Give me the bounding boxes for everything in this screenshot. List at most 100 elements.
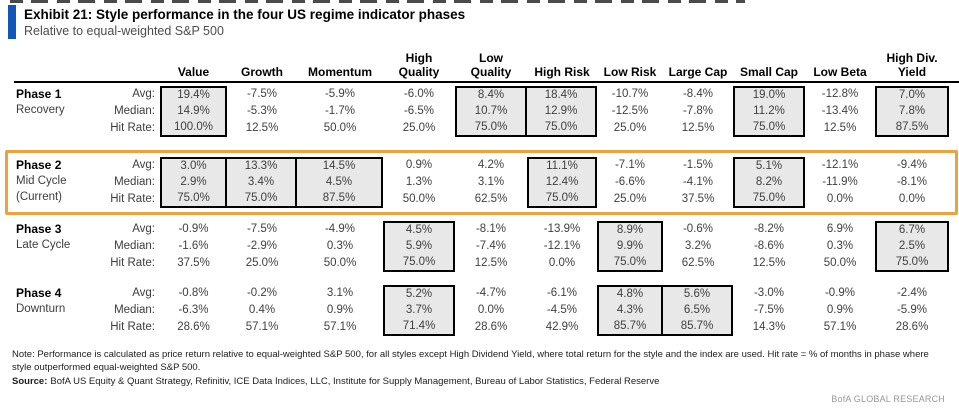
column-header: High Div. Yield xyxy=(886,51,938,79)
table-cell: -0.6% xyxy=(682,223,714,235)
table-cell: 0.3% xyxy=(326,240,354,252)
table-cell: 12.5% xyxy=(752,257,786,269)
phase-subtitle: Mid Cycle xyxy=(16,175,67,187)
table-cell: -5.9% xyxy=(896,304,928,316)
table-cell: 12.9% xyxy=(527,103,597,120)
table-cell: 25.0% xyxy=(245,257,279,269)
column-header: Momentum xyxy=(308,64,372,79)
table-cell: 6.7% xyxy=(875,221,949,238)
column-header: Value xyxy=(177,64,210,79)
table-cell: 12.5% xyxy=(823,122,857,134)
row-label: Median: xyxy=(114,240,155,252)
table-cell: -6.5% xyxy=(403,105,435,117)
phase-subtitle: Downturn xyxy=(16,303,66,315)
row-label: Median: xyxy=(114,176,155,188)
table-header-row: Value Growth Momentum High Quality Low Quali… xyxy=(14,47,959,83)
table-body: Phase 1 Recovery Avg: 19.4% -7.5% -5.9% -6.0% 8… xyxy=(5,86,959,336)
column-header: Small Cap xyxy=(739,64,799,79)
table-cell: 0.0% xyxy=(548,257,576,269)
column-header: Low Beta xyxy=(813,64,867,79)
table-cell: 50.0% xyxy=(323,122,357,134)
table-cell: 4.2% xyxy=(477,159,505,171)
table-cell: 5.6% xyxy=(663,285,733,302)
phase-block-3: Phase 3 Late Cycle Avg: -0.9% -7.5% -4.9% 4.5%… xyxy=(14,221,959,272)
table-cell: 18.4% xyxy=(527,86,597,103)
table-cell: 0.9% xyxy=(405,159,433,171)
table-cell: 75.0% xyxy=(875,255,949,272)
table-cell: 4.5% xyxy=(383,221,455,238)
phase-subtitle: (Current) xyxy=(16,191,63,203)
clipped-text-remnant xyxy=(10,0,745,3)
table-cell: -12.1% xyxy=(821,159,859,171)
column-header: Low Risk xyxy=(603,64,657,79)
table-cell: 75.0% xyxy=(527,191,597,208)
table-cell: -5.3% xyxy=(246,105,278,117)
phase-label: Phase 4 Downturn xyxy=(14,285,104,336)
table-cell: 87.5% xyxy=(297,191,383,208)
phase-label: Phase 2 Mid Cycle (Current) xyxy=(14,157,104,208)
row-label: Avg: xyxy=(132,287,155,299)
row-label: Hit Rate: xyxy=(110,193,155,205)
column-header: High Quality xyxy=(398,51,440,79)
table-cell: -6.0% xyxy=(403,88,435,100)
table-cell: 4.5% xyxy=(297,174,383,191)
table-cell: 87.5% xyxy=(875,120,949,137)
row-label: Avg: xyxy=(132,159,155,171)
row-label: Hit Rate: xyxy=(110,122,155,134)
table-cell: 37.5% xyxy=(681,193,715,205)
table-cell: 75.0% xyxy=(455,120,527,137)
note-text: Note: Performance is calculated as price… xyxy=(12,349,929,373)
table-cell: -13.4% xyxy=(821,105,859,117)
table-cell: 19.4% xyxy=(160,86,227,103)
table-cell: 57.1% xyxy=(245,321,279,333)
table-cell: -8.1% xyxy=(896,176,928,188)
table-cell: 1.3% xyxy=(405,176,433,188)
table-cell: -7.5% xyxy=(246,88,278,100)
table-cell: -9.4% xyxy=(896,159,928,171)
table-cell: -0.2% xyxy=(246,287,278,299)
table-cell: -1.7% xyxy=(324,105,356,117)
table-cell: -0.9% xyxy=(824,287,856,299)
table-cell: 12.4% xyxy=(527,174,597,191)
table-cell: 62.5% xyxy=(681,257,715,269)
table-cell: 8.4% xyxy=(455,86,527,103)
table-cell: -12.1% xyxy=(543,240,581,252)
brand-label: BofA GLOBAL RESEARCH xyxy=(831,394,945,404)
table-cell: 11.1% xyxy=(527,157,597,174)
phase-name: Phase 2 xyxy=(16,158,62,172)
table-cell: 2.9% xyxy=(160,174,227,191)
phase-label: Phase 3 Late Cycle xyxy=(14,221,104,272)
table-cell: 50.0% xyxy=(323,257,357,269)
accent-bar xyxy=(8,5,16,39)
phase-label: Phase 1 Recovery xyxy=(14,86,104,137)
table-cell: 75.0% xyxy=(227,191,297,208)
row-label: Hit Rate: xyxy=(110,257,155,269)
table-cell: 13.3% xyxy=(227,157,297,174)
table-cell: -12.8% xyxy=(821,88,859,100)
phase-name: Phase 1 xyxy=(16,87,62,101)
table-cell: 5.2% xyxy=(383,285,455,302)
table-cell: 6.5% xyxy=(663,302,733,319)
table-cell: -4.1% xyxy=(682,176,714,188)
table-cell: 75.0% xyxy=(597,255,663,272)
exhibit-title: Exhibit 21: Style performance in the fou… xyxy=(24,7,466,22)
table-cell: -7.4% xyxy=(475,240,507,252)
table-cell: -13.9% xyxy=(543,223,581,235)
table-cell: 25.0% xyxy=(613,122,647,134)
table-cell: 8.2% xyxy=(733,174,805,191)
table-cell: 11.2% xyxy=(733,103,805,120)
table-cell: 75.0% xyxy=(733,120,805,137)
table-cell: -7.8% xyxy=(682,105,714,117)
table-cell: -5.9% xyxy=(324,88,356,100)
table-cell: 7.8% xyxy=(875,103,949,120)
column-header: Large Cap xyxy=(668,64,728,79)
style-performance-table: Value Growth Momentum High Quality Low Quali… xyxy=(5,47,959,336)
row-label: Median: xyxy=(114,105,155,117)
table-cell: -6.3% xyxy=(178,304,209,316)
table-cell: -7.5% xyxy=(753,304,785,316)
source-line: Source: BofA US Equity & Quant Strategy, … xyxy=(12,375,959,388)
table-cell: -11.9% xyxy=(822,176,858,188)
exhibit-subtitle: Relative to equal-weighted S&P 500 xyxy=(24,24,224,38)
table-cell: -8.4% xyxy=(682,88,714,100)
table-cell: -4.7% xyxy=(475,287,507,299)
